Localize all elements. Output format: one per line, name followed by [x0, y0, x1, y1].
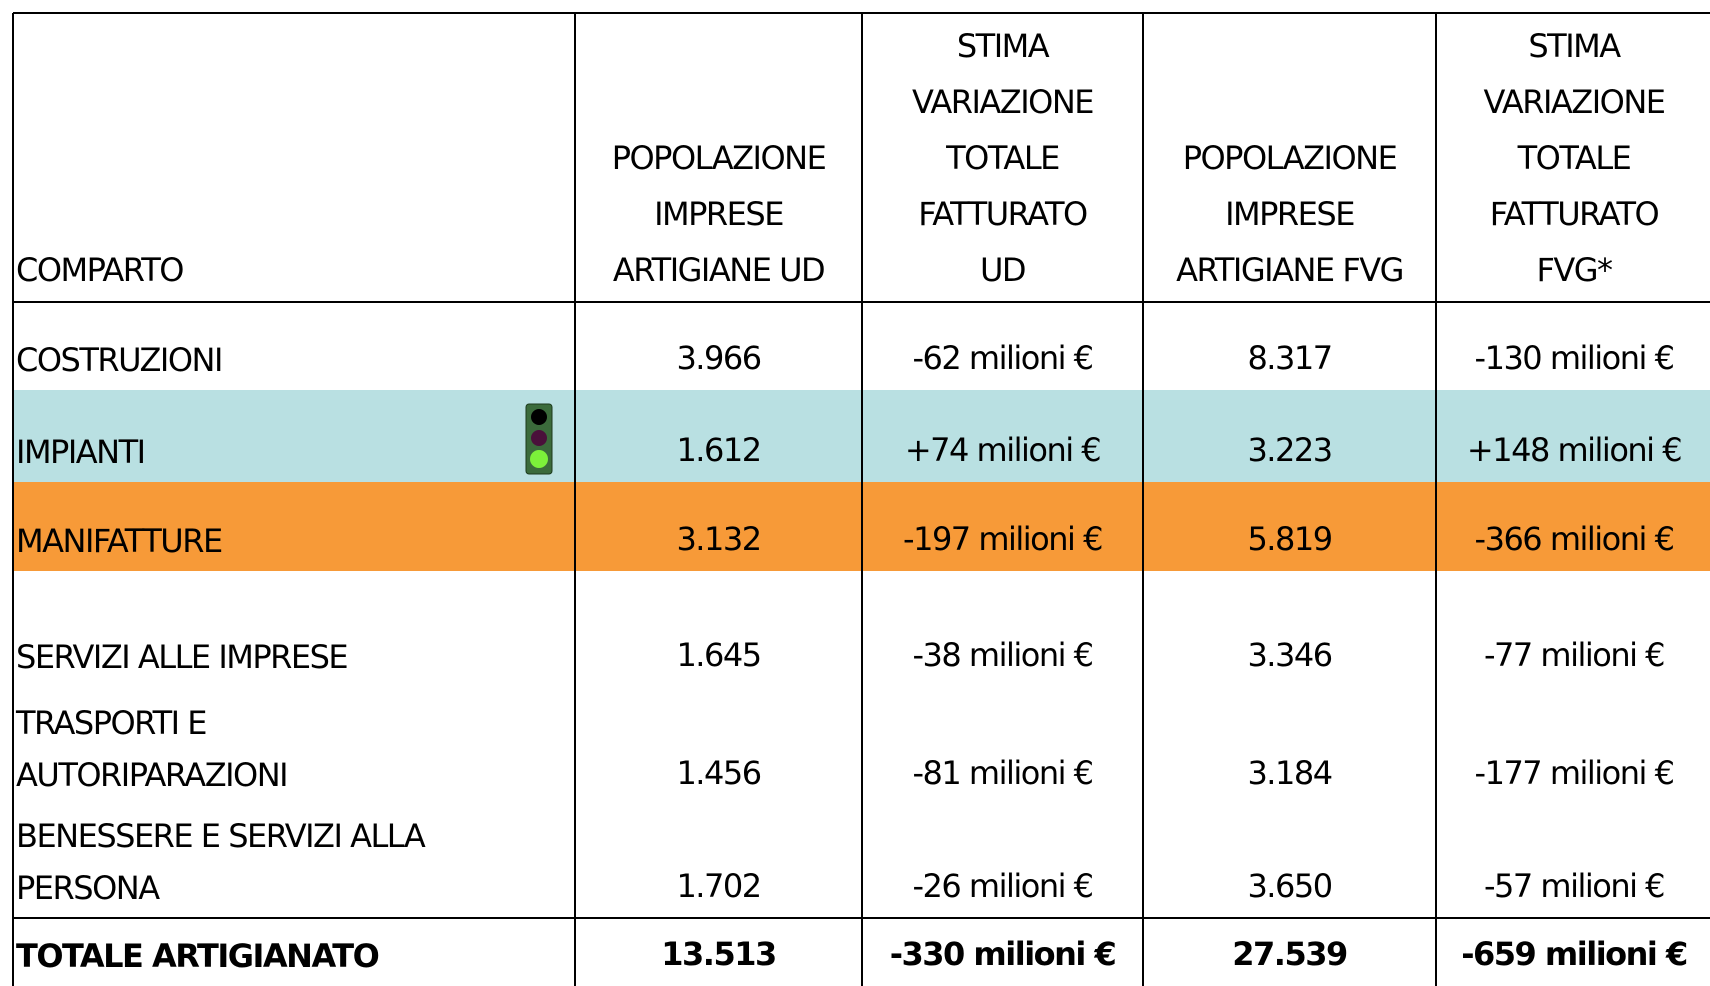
cell-text: UD	[979, 251, 1027, 289]
value-cell: -26 milioni €	[912, 867, 1094, 905]
value-cell: 13.513	[661, 935, 777, 973]
cell-text: IMPIANTI	[16, 433, 146, 471]
value-cell: +74 milioni €	[904, 431, 1102, 469]
value-cell: -62 milioni €	[912, 339, 1094, 377]
value-cell: -197 milioni €	[903, 520, 1103, 558]
row-label: SERVIZI ALLE IMPRESE	[13, 571, 575, 687]
value-cell: -659 milioni €	[1461, 935, 1688, 973]
value-cell: -330 milioni €	[889, 935, 1117, 973]
traffic-light-icon	[525, 403, 553, 475]
cell-text: POPOLAZIONE	[1182, 139, 1398, 177]
value-cell: 8.317	[1247, 339, 1333, 377]
value-cell: -77 milioni €	[1483, 636, 1666, 674]
row-label: TRASPORTI E AUTORIPARAZIONI	[13, 687, 575, 805]
row-border	[13, 917, 1710, 919]
value-cell: 1.456	[676, 754, 762, 792]
column-border	[574, 13, 576, 986]
cell-text: SERVIZI ALLE IMPRESE	[16, 638, 349, 676]
row-label: IMPIANTI	[13, 390, 575, 482]
column-border	[12, 13, 14, 986]
cell-text: FATTURATO	[1489, 195, 1660, 233]
value-cell: 3.966	[676, 339, 762, 377]
value-cell: +148 milioni €	[1466, 431, 1683, 469]
value-cell: -177 milioni €	[1474, 754, 1675, 792]
value-cell: -57 milioni €	[1483, 867, 1666, 905]
header-cell: STIMA VARIAZIONE TOTALE FATTURATO FVG*	[1436, 13, 1710, 302]
cell-text: IMPRESE	[654, 195, 784, 233]
value-cell: 3.650	[1247, 867, 1333, 905]
cell-text: ARTIGIANE FVG	[1176, 251, 1404, 289]
cell-text: PERSONA	[16, 869, 160, 907]
row-label: MANIFATTURE	[13, 482, 575, 571]
cell-text: IMPRESE	[1225, 195, 1355, 233]
row-border	[13, 12, 1710, 14]
row-label: BENESSERE E SERVIZI ALLA PERSONA	[13, 805, 575, 918]
cell-text: ARTIGIANE UD	[612, 251, 826, 289]
row-label: TOTALE ARTIGIANATO	[13, 918, 575, 986]
row-border	[13, 301, 1710, 303]
value-cell: 27.539	[1232, 935, 1348, 973]
column-border	[1435, 13, 1437, 986]
cell-text: TOTALE ARTIGIANATO	[16, 937, 380, 975]
cell-text: COSTRUZIONI	[16, 341, 223, 379]
cell-text: STIMA	[1528, 27, 1621, 65]
cell-text: FVG*	[1536, 251, 1613, 289]
cell-text: MANIFATTURE	[16, 522, 223, 560]
cell-text: TOTALE	[946, 139, 1060, 177]
header-cell: POPOLAZIONE IMPRESE ARTIGIANE UD	[575, 13, 862, 302]
column-border	[1142, 13, 1144, 986]
value-cell: 1.702	[676, 867, 762, 905]
cell-text: AUTORIPARAZIONI	[16, 756, 289, 794]
cell-text: FATTURATO	[918, 195, 1088, 233]
cell-text: TRASPORTI E	[16, 704, 207, 742]
cell-text: VARIAZIONE	[912, 83, 1095, 121]
header-cell: STIMA VARIAZIONE TOTALE FATTURATO UD	[862, 13, 1143, 302]
cell-text: VARIAZIONE	[1483, 83, 1667, 121]
cell-text: TOTALE	[1517, 139, 1632, 177]
cell-text: STIMA	[956, 27, 1050, 65]
value-cell: -130 milioni €	[1474, 339, 1675, 377]
value-cell: 3.346	[1247, 636, 1333, 674]
column-border	[861, 13, 863, 986]
cell-text: COMPARTO	[16, 251, 184, 289]
header-cell: POPOLAZIONE IMPRESE ARTIGIANE FVG	[1143, 13, 1436, 302]
value-cell: 5.819	[1247, 520, 1333, 558]
header-cell: COMPARTO	[13, 13, 575, 302]
value-cell: 1.645	[676, 636, 762, 674]
value-cell: 3.184	[1247, 754, 1333, 792]
value-cell: 1.612	[676, 431, 762, 469]
value-cell: -366 milioni €	[1474, 520, 1675, 558]
value-cell: -38 milioni €	[912, 636, 1094, 674]
cell-text: POPOLAZIONE	[611, 139, 827, 177]
value-cell: 3.132	[676, 520, 762, 558]
cell-text: BENESSERE E SERVIZI ALLA	[16, 817, 426, 855]
value-cell: -81 milioni €	[912, 754, 1094, 792]
value-cell: 3.223	[1247, 431, 1333, 469]
row-label: COSTRUZIONI	[13, 302, 575, 390]
